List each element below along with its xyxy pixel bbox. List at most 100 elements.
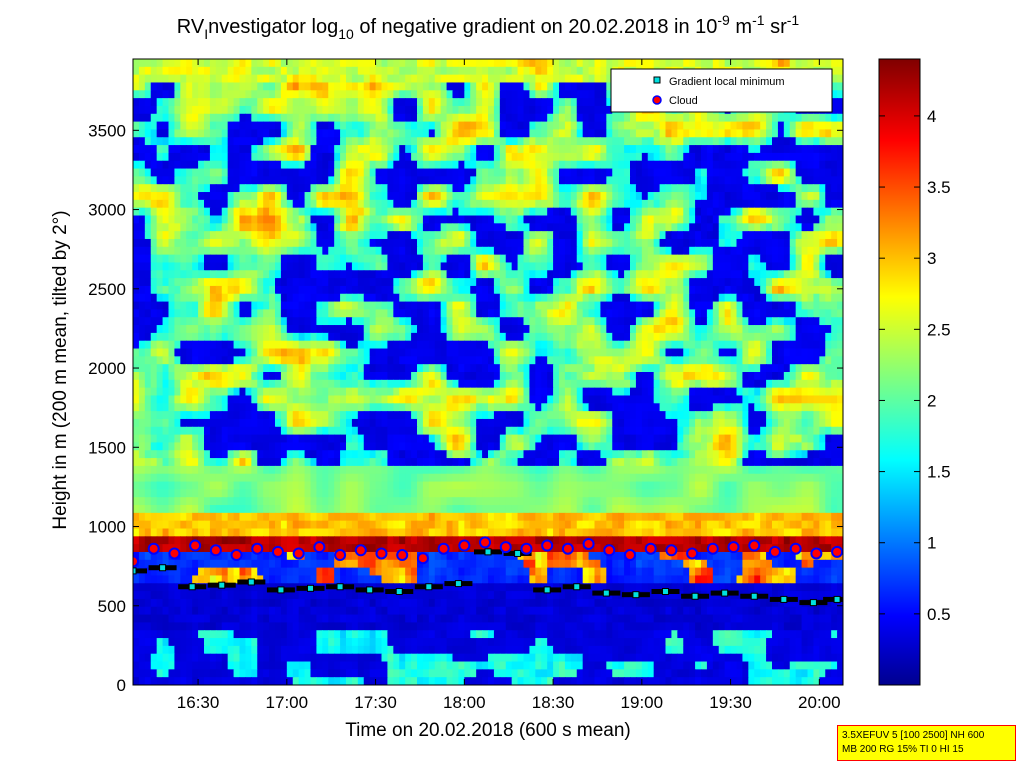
heatmap-cell (706, 176, 714, 185)
heatmap-cell (789, 223, 797, 232)
heatmap-cell (346, 199, 353, 209)
heatmap-cell (529, 59, 536, 68)
heatmap-cell (322, 293, 329, 303)
heatmap-cell (819, 231, 826, 240)
heatmap-cell (150, 98, 158, 107)
heatmap-cell (298, 105, 306, 115)
heatmap-cell (612, 160, 619, 170)
heatmap-cell (635, 325, 643, 334)
heatmap-cell (523, 66, 531, 76)
heatmap-cell (618, 364, 625, 373)
heatmap-cell (813, 176, 820, 185)
heatmap-cell (499, 90, 507, 99)
heatmap-cell (138, 82, 146, 91)
heatmap-cell (831, 137, 838, 146)
heatmap-cell (257, 301, 264, 311)
heatmap-cell (689, 192, 696, 201)
heatmap-cell (837, 145, 843, 154)
heatmap-cell (204, 246, 211, 256)
heatmap-cell (227, 270, 235, 279)
heatmap-cell (564, 231, 572, 240)
heatmap-cell (819, 285, 826, 295)
heatmap-cell (665, 356, 673, 365)
heatmap-cell (511, 309, 519, 318)
heatmap-cell (659, 199, 667, 209)
heatmap-cell (659, 246, 667, 256)
heatmap-cell (789, 238, 797, 248)
heatmap-cell (618, 231, 625, 240)
heatmap-cell (772, 129, 779, 138)
heatmap-cell (754, 285, 761, 295)
heatmap-cell (144, 176, 152, 185)
heatmap-cell (772, 293, 779, 303)
heatmap-cell (730, 364, 738, 373)
heatmap-cell (505, 293, 513, 303)
heatmap-cell (209, 113, 217, 123)
heatmap-cell (517, 262, 525, 271)
heatmap-cell (387, 356, 394, 365)
heatmap-cell (724, 317, 732, 326)
heatmap-cell (612, 270, 619, 279)
heatmap-cell (298, 285, 306, 295)
heatmap-cell (334, 137, 341, 146)
heatmap-cell (257, 98, 264, 107)
heatmap-cell (198, 113, 205, 123)
heatmap-cell (428, 317, 436, 326)
heatmap-cell (280, 356, 288, 365)
heatmap-cell (340, 105, 347, 115)
heatmap-cell (375, 82, 383, 91)
heatmap-cell (505, 105, 513, 115)
heatmap-cell (801, 113, 809, 123)
heatmap-cell (482, 364, 489, 373)
heatmap-cell (831, 152, 838, 162)
heatmap-cell (559, 340, 566, 350)
heatmap-cell (393, 152, 400, 162)
heatmap-cell (541, 121, 548, 131)
heatmap-cell (576, 309, 584, 318)
heatmap-cell (825, 332, 832, 342)
heatmap-cell (316, 231, 323, 240)
heatmap-cell (529, 325, 536, 334)
heatmap-cell (239, 113, 247, 123)
heatmap-cell (505, 285, 513, 295)
heatmap-cell (600, 309, 607, 318)
heatmap-cell (618, 332, 625, 342)
heatmap-cell (523, 192, 531, 201)
heatmap-cell (298, 90, 306, 99)
heatmap-cell (482, 199, 489, 209)
heatmap-cell (387, 285, 394, 295)
heatmap-cell (334, 113, 341, 123)
heatmap-cell (476, 372, 483, 381)
heatmap-cell (553, 223, 560, 232)
heatmap-cell (523, 246, 531, 256)
heatmap-cell (736, 231, 744, 240)
heatmap-cell (559, 168, 566, 177)
heatmap-cell (482, 332, 489, 342)
heatmap-cell (138, 254, 146, 264)
heatmap-cell (357, 309, 365, 318)
heatmap-cell (689, 145, 696, 154)
heatmap-cell (363, 278, 371, 287)
heatmap-cell (417, 105, 424, 115)
heatmap-cell (162, 270, 170, 279)
heatmap-cell (831, 145, 838, 154)
heatmap-cell (499, 293, 507, 303)
heatmap-cell (363, 262, 371, 271)
heatmap-cell (588, 207, 596, 217)
heatmap-cell (138, 66, 146, 76)
heatmap-cell (322, 348, 329, 357)
heatmap-cell (671, 356, 678, 365)
heatmap-cell (641, 332, 649, 342)
heatmap-cell (600, 325, 607, 334)
heatmap-cell (458, 364, 465, 373)
heatmap-cell (777, 325, 785, 334)
heatmap-cell (576, 66, 584, 76)
heatmap-cell (227, 379, 235, 389)
heatmap-cell (221, 262, 229, 271)
heatmap-cell (168, 379, 176, 389)
heatmap-cell (630, 152, 637, 162)
heatmap-cell (635, 309, 643, 318)
heatmap-cell (334, 207, 341, 217)
heatmap-cell (612, 348, 619, 357)
heatmap-cell (547, 325, 554, 334)
